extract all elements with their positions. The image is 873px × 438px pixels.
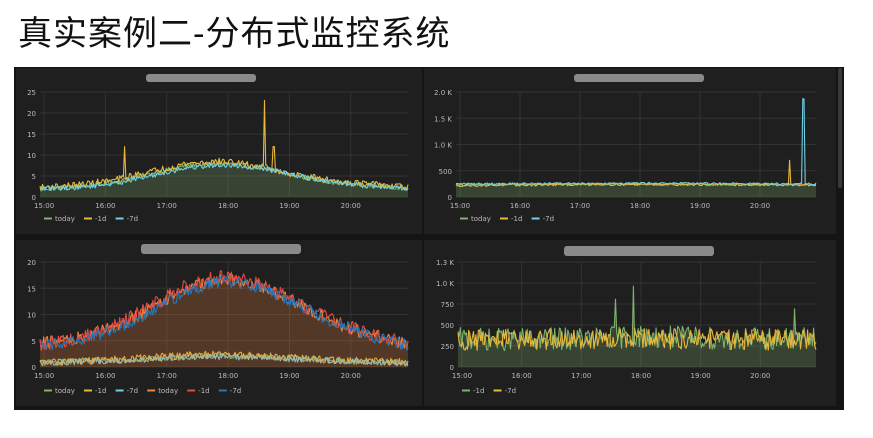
y-tick-label: 1.0 K	[434, 142, 452, 150]
legend-item-label[interactable]: -7d	[127, 387, 138, 395]
legend-item-label[interactable]: -1d	[473, 387, 484, 395]
panel-3: 0 5 10 15 20 15:00 16:00 17:00 18:00 19:00 20:00 to…	[16, 240, 422, 406]
legend-item-label[interactable]: -1d	[95, 215, 106, 223]
series-line-7d-2	[455, 98, 817, 186]
x-tick-label: 15:00	[450, 202, 470, 210]
y-tick-label: 5	[32, 338, 36, 346]
x-tick-label: 16:00	[95, 202, 115, 210]
x-tick-label: 19:00	[279, 372, 299, 380]
y-tick-label: 250	[441, 343, 454, 351]
series-line-7d-2	[39, 353, 409, 367]
series-area-today-3	[40, 273, 408, 367]
y-tick-label: 10	[27, 152, 36, 160]
y-tick-label: 5	[32, 173, 36, 181]
series-area-today-0	[40, 161, 408, 197]
x-tick-label: 20:00	[750, 202, 770, 210]
y-tick-label: 750	[441, 301, 454, 309]
dashboard-scrollbar[interactable]	[838, 68, 842, 188]
x-tick-label: 16:00	[510, 202, 530, 210]
y-tick-label: 15	[27, 285, 36, 293]
y-tick-label: 25	[27, 89, 36, 97]
x-tick-label: 18:00	[630, 202, 650, 210]
x-tick-label: 17:00	[571, 372, 591, 380]
legend-item-label[interactable]: -7d	[230, 387, 241, 395]
chart-1: 0 5 10 15 20 25 15:00 16:00 17:00 18:00 19:00 20:00…	[27, 89, 409, 223]
legend-item-label[interactable]: -1d	[511, 215, 522, 223]
y-tick-label: 500	[439, 168, 452, 176]
x-tick-label: 16:00	[512, 372, 532, 380]
panel-2: 0 500 1.0 K 1.5 K 2.0 K 15:00 16:00 17:00 18:00 1…	[424, 68, 836, 234]
legend-item-label[interactable]: -7d	[505, 387, 516, 395]
series-line-today-0	[39, 161, 409, 191]
redacted-title-mark	[141, 244, 301, 254]
y-tick-label: 1.5 K	[434, 115, 452, 123]
y-tick-label: 0	[448, 194, 452, 202]
x-tick-label: 19:00	[691, 372, 711, 380]
chart-2: 0 500 1.0 K 1.5 K 2.0 K 15:00 16:00 17:00 18:00 1…	[434, 89, 817, 223]
legend-item-label[interactable]: today	[158, 387, 178, 395]
x-tick-label: 18:00	[218, 202, 238, 210]
y-tick-label: 20	[27, 259, 36, 267]
y-tick-label: 1.3 K	[436, 259, 454, 267]
y-tick-label: 10	[27, 312, 36, 320]
series-line-7d-1	[457, 327, 817, 351]
x-tick-label: 20:00	[341, 202, 361, 210]
x-tick-label: 18:00	[631, 372, 651, 380]
series-line-7d-2	[39, 162, 409, 192]
legend-item-label[interactable]: -1d	[198, 387, 209, 395]
x-tick-label: 20:00	[750, 372, 770, 380]
x-tick-label: 17:00	[570, 202, 590, 210]
x-tick-label: 17:00	[157, 202, 177, 210]
x-tick-label: 15:00	[452, 372, 472, 380]
panel-1: 0 5 10 15 20 25 15:00 16:00 17:00 18:00 19:00 20:00…	[16, 68, 422, 234]
series-line-1d-1	[455, 159, 817, 188]
series-area-today-0	[456, 182, 816, 197]
legend-item-label[interactable]: today	[55, 387, 75, 395]
x-tick-label: 19:00	[279, 202, 299, 210]
page-title: 真实案例二-分布式监控系统	[18, 14, 451, 54]
x-tick-label: 19:00	[690, 202, 710, 210]
x-tick-label: 15:00	[34, 202, 54, 210]
x-tick-label: 15:00	[34, 372, 54, 380]
panel-4: 0 250 500 750 1.0 K 1.3 K 15:00 16:00 17:00 18:00…	[424, 240, 836, 406]
x-tick-label: 20:00	[341, 372, 361, 380]
series-area-1d-0	[458, 286, 816, 367]
y-tick-label: 1.0 K	[436, 280, 454, 288]
redacted-title-mark	[146, 74, 256, 82]
y-tick-label: 500	[441, 322, 454, 330]
legend-item-label[interactable]: -7d	[543, 215, 554, 223]
y-tick-label: 0	[32, 194, 36, 202]
y-tick-label: 15	[27, 131, 36, 139]
legend-item-label[interactable]: -7d	[127, 215, 138, 223]
series-line-7d-5	[39, 276, 409, 351]
legend-item-label[interactable]: today	[55, 215, 75, 223]
legend-item-label[interactable]: today	[471, 215, 491, 223]
chart-4: 0 250 500 750 1.0 K 1.3 K 15:00 16:00 17:00 18:00…	[436, 259, 817, 395]
legend-item-label[interactable]: -1d	[95, 387, 106, 395]
x-tick-label: 17:00	[157, 372, 177, 380]
y-tick-label: 2.0 K	[434, 89, 452, 97]
chart-3: 0 5 10 15 20 15:00 16:00 17:00 18:00 19:00 20:00 to…	[27, 259, 409, 395]
y-tick-label: 0	[450, 364, 454, 372]
y-tick-label: 20	[27, 110, 36, 118]
redacted-title-mark	[574, 74, 704, 82]
x-tick-label: 16:00	[95, 372, 115, 380]
x-tick-label: 18:00	[218, 372, 238, 380]
y-tick-label: 0	[32, 364, 36, 372]
redacted-title-mark	[564, 246, 714, 256]
